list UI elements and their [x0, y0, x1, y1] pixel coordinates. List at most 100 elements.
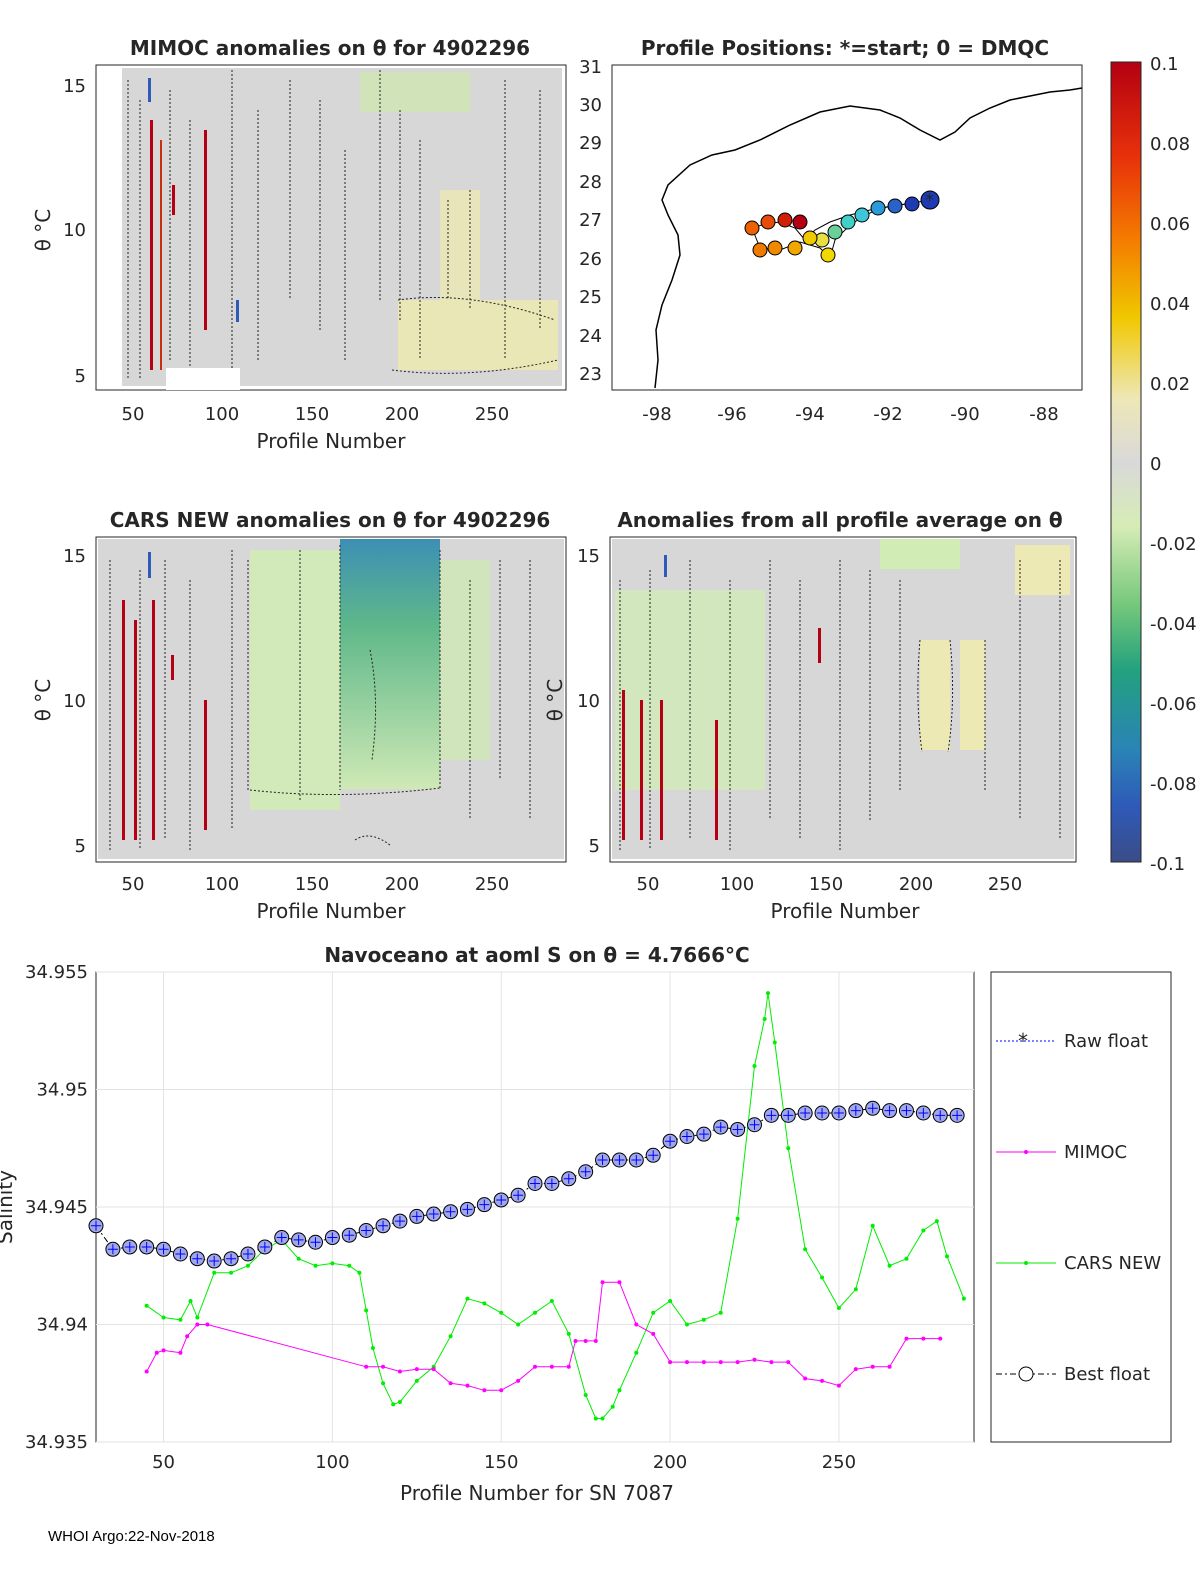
cars-new-point [617, 1388, 622, 1393]
raw-float-point [715, 1122, 726, 1133]
cars-new-point [766, 991, 771, 996]
raw-float-point [192, 1253, 203, 1264]
raw-float-point [850, 1105, 861, 1116]
map-ytick: 29 [579, 133, 602, 154]
cars-new-point [370, 1346, 375, 1350]
cars-new-point [803, 1247, 808, 1252]
mimoc-point [735, 1360, 740, 1365]
map-xticks: -98 -96 -94 -92 -90 -88 [642, 404, 1058, 425]
cars-yticks: 5 10 15 [63, 546, 86, 857]
mimoc-point [904, 1336, 909, 1341]
cars-new-point [212, 1270, 217, 1275]
mimoc-point [205, 1322, 210, 1327]
cars-new-point [195, 1315, 200, 1320]
cars-new-point [448, 1334, 453, 1339]
legend: * Raw float MIMOC CARS NEW Best float [990, 971, 1172, 1443]
mimoc-xticks: 50 100 150 200 250 [122, 404, 510, 425]
avg-green-top [880, 539, 960, 569]
raw-float-point [563, 1173, 574, 1184]
mimoc-point [499, 1388, 504, 1393]
raw-float-point [665, 1136, 676, 1147]
salinity-title: Navoceano at aoml S on θ = 4.7666°C [324, 943, 749, 967]
salinity-ylabel: Salinity [0, 1170, 17, 1244]
salinity-chart: 50 100 150 200 250 34.93534.9434.94534.9534.… [0, 943, 1172, 1505]
mimoc-point [938, 1336, 943, 1341]
mimoc-point [617, 1280, 622, 1285]
salinity-ytick: 34.95 [36, 1080, 88, 1101]
raw-float-point [344, 1230, 355, 1241]
raw-float-point [141, 1241, 152, 1252]
legend-raw-float: * Raw float [996, 1029, 1148, 1053]
cars-red-streak-5 [171, 655, 174, 680]
track-point [760, 214, 776, 230]
mimoc-red-streak-1 [150, 120, 153, 370]
raw-float-point [749, 1119, 760, 1130]
cars-new-point [701, 1317, 706, 1322]
mimoc-blue-streak-1 [236, 300, 239, 322]
cars-new-point [718, 1310, 723, 1315]
salinity-xtick: 150 [484, 1452, 518, 1473]
raw-float-point [546, 1178, 557, 1189]
cars-new-point [549, 1299, 554, 1303]
map-title: Profile Positions: *=start; 0 = DMQC [641, 36, 1049, 60]
cars-ylabel: θ °C [31, 679, 55, 722]
cars-new-point [381, 1381, 386, 1386]
legend-best-circle-icon [1018, 1366, 1034, 1382]
cars-new-point [178, 1317, 183, 1322]
cars-xtick: 250 [475, 874, 509, 895]
salinity-yticks: 34.935 34.94 34.945 34.95 34.955 [25, 962, 88, 1453]
raw-float-point [681, 1131, 692, 1142]
cars-xtick: 50 [122, 874, 145, 895]
mimoc-point [583, 1338, 588, 1343]
mimoc-point [144, 1369, 149, 1374]
cars-new-point [364, 1308, 369, 1313]
mimoc-point [573, 1338, 578, 1343]
cars-new-point [245, 1263, 250, 1268]
track-point [840, 214, 856, 230]
mimoc-point [668, 1360, 673, 1365]
cars-green-band-right [440, 560, 490, 760]
colorbar-tick: -0.06 [1150, 694, 1197, 715]
raw-float-point [597, 1155, 608, 1165]
track-point [854, 207, 870, 223]
salinity-xtick: 100 [315, 1452, 349, 1473]
raw-float-point [952, 1110, 963, 1121]
mimoc-point [185, 1334, 190, 1339]
cars-new-point [465, 1296, 470, 1301]
avg-blue-streak [664, 555, 667, 577]
cars-new-point [347, 1263, 352, 1268]
cars-new-point [934, 1219, 939, 1224]
colorbar-tick: -0.1 [1150, 854, 1185, 875]
cars-new-point [610, 1404, 615, 1409]
cars-new-point [229, 1270, 234, 1275]
track-point [752, 242, 768, 258]
cars-new-point [188, 1299, 193, 1303]
map-ytick: 26 [579, 249, 602, 270]
colorbar-tick: 0.04 [1150, 294, 1190, 315]
mimoc-yticks: 5 10 15 [63, 76, 86, 387]
cars-new-point [482, 1301, 487, 1306]
mimoc-point [887, 1364, 892, 1369]
colorbar: 0.1 0.08 0.06 0.04 0.02 0 -0.02 -0.04 -0… [1110, 54, 1197, 875]
mimoc-point [448, 1381, 453, 1386]
cars-new-point [961, 1296, 966, 1301]
mimoc-point [566, 1364, 571, 1369]
mimoc-point [870, 1364, 875, 1369]
legend-mimoc: MIMOC [996, 1142, 1127, 1163]
map-xtick: -90 [950, 404, 979, 425]
colorbar-tick: 0.02 [1150, 374, 1190, 395]
cars-ytick: 5 [75, 836, 86, 857]
raw-float-point [698, 1129, 709, 1140]
cars-new-point [887, 1263, 892, 1268]
cars-panel: CARS NEW anomalies on θ for 4902296 Prof… [31, 508, 567, 923]
mimoc-xtick: 250 [475, 404, 509, 425]
cars-new-point [752, 1064, 757, 1068]
raw-float-point [462, 1204, 473, 1215]
raw-float-point [833, 1108, 844, 1118]
mimoc-point [634, 1322, 639, 1327]
raw-float-point [259, 1241, 270, 1252]
map-ytick: 31 [579, 57, 602, 78]
colorbar-tick: 0.08 [1150, 134, 1190, 155]
legend-box [990, 971, 1172, 1443]
